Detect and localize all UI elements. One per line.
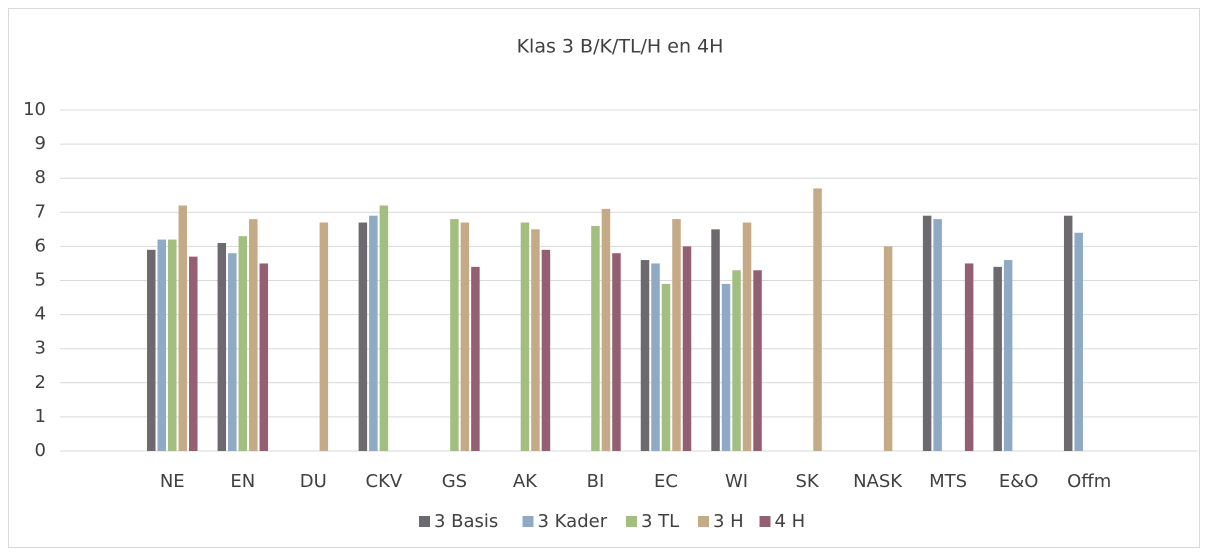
bar (591, 225, 600, 451)
bar (168, 239, 177, 451)
legend-label: 3 TL (641, 511, 679, 532)
bar (520, 222, 530, 451)
legend-swatch (522, 516, 534, 527)
bar (358, 222, 368, 451)
x-tick-label: BI (587, 471, 605, 492)
bar (682, 246, 692, 451)
x-tick-label: Offm (1067, 471, 1111, 492)
bar (471, 266, 480, 451)
bar (1063, 215, 1073, 451)
y-tick-label: 9 (35, 133, 46, 154)
bar (753, 270, 762, 451)
x-tick-label: EC (654, 471, 678, 492)
y-tick-label: 8 (35, 167, 46, 188)
bar (640, 260, 650, 451)
legend-label: 4 H (775, 511, 806, 532)
bar (249, 219, 258, 451)
bar (450, 219, 459, 451)
bar (379, 205, 389, 451)
y-tick-label: 4 (35, 304, 46, 325)
x-tick-label: NASK (853, 471, 903, 492)
x-tick-label: E&O (999, 471, 1039, 492)
y-tick-label: 5 (35, 270, 46, 291)
x-tick-label: DU (300, 471, 327, 492)
bar (993, 266, 1002, 451)
bar (612, 253, 621, 451)
bar (369, 215, 378, 451)
bar (601, 208, 611, 451)
bar (651, 263, 660, 451)
legend-swatch (759, 516, 771, 527)
bar (1003, 260, 1013, 451)
bar (238, 236, 248, 451)
bar (178, 205, 188, 451)
y-tick-label: 3 (35, 338, 46, 359)
bar (319, 222, 329, 451)
y-tick-label: 1 (35, 406, 46, 427)
bar (813, 188, 822, 451)
bar (1074, 232, 1083, 451)
bar (732, 270, 741, 451)
legend-swatch (626, 516, 637, 527)
bar (460, 222, 470, 451)
x-tick-label: GS (442, 471, 467, 492)
bar (721, 283, 731, 451)
legend-label: 3 H (713, 511, 744, 532)
chart-title: Klas 3 B/K/TL/H en 4H (517, 36, 724, 58)
bar (541, 249, 551, 451)
bar (742, 222, 752, 451)
bar (157, 239, 167, 451)
bar (672, 219, 681, 451)
x-tick-label: CKV (366, 471, 403, 492)
bar (922, 215, 932, 451)
y-tick-label: 7 (35, 201, 46, 222)
legend-swatch (698, 516, 709, 527)
bar (933, 219, 942, 451)
legend-label: 3 Kader (538, 511, 608, 532)
bar (531, 229, 540, 451)
bar (711, 229, 720, 451)
y-tick-label: 6 (35, 235, 46, 256)
y-tick-label: 2 (35, 372, 46, 393)
x-tick-label: NE (160, 471, 185, 492)
y-tick-label: 0 (35, 440, 46, 461)
x-tick-label: MTS (929, 471, 967, 492)
bar (883, 246, 893, 451)
x-tick-label: WI (725, 471, 748, 492)
bar (228, 253, 237, 451)
x-tick-label: EN (230, 471, 255, 492)
bar (661, 283, 671, 451)
bar (217, 242, 227, 451)
bar (964, 263, 974, 451)
bar (147, 249, 156, 451)
bar (189, 256, 198, 451)
bar (259, 263, 269, 451)
legend-label: 3 Basis (434, 511, 498, 532)
x-tick-label: AK (513, 471, 538, 492)
y-tick-label: 10 (23, 99, 46, 120)
legend-swatch (419, 516, 430, 527)
x-tick-label: SK (795, 471, 819, 492)
